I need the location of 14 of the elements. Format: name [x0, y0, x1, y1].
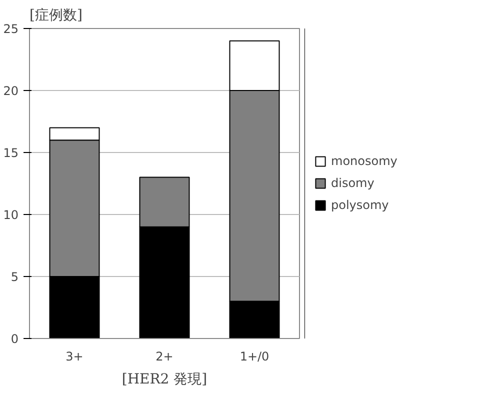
legend-label: monosomy — [331, 154, 398, 168]
x-tick-label: 2+ — [156, 350, 174, 364]
y-tick-label: 25 — [3, 22, 19, 36]
y-tick-label: 15 — [3, 146, 19, 160]
y-axis-title: [症例数] — [30, 8, 82, 24]
y-tick-label: 0 — [10, 332, 19, 346]
x-axis-title: [HER2 発現] — [122, 372, 208, 388]
y-tick-label: 5 — [10, 270, 19, 284]
x-tick-label: 1+/0 — [240, 350, 270, 364]
y-tick-label: 10 — [3, 208, 19, 222]
x-tick-label: 3+ — [66, 350, 84, 364]
y-tick-label: 20 — [3, 84, 19, 98]
legend-label: polysomy — [331, 198, 389, 212]
legend-label: disomy — [331, 176, 374, 190]
